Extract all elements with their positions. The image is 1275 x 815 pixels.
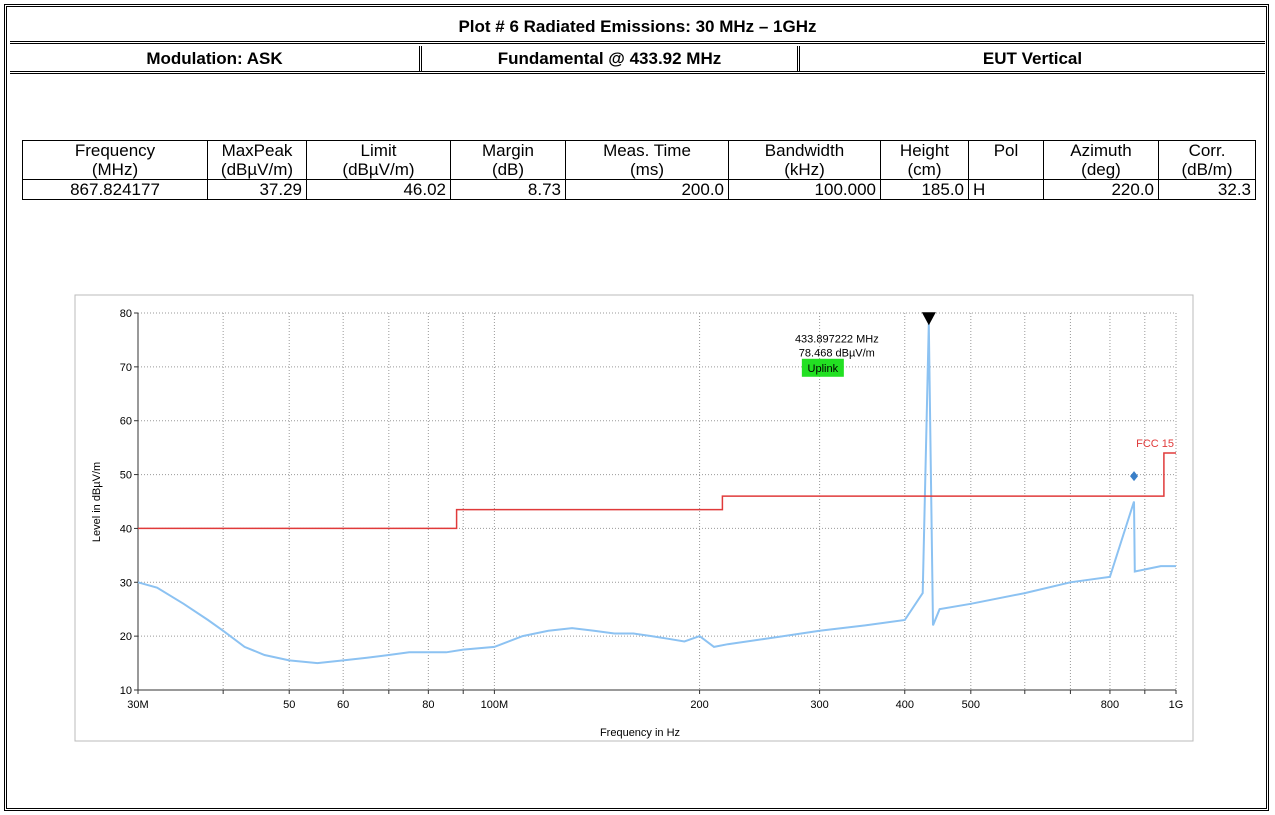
data-cell: 200.0 xyxy=(565,179,729,200)
data-cell: 8.73 xyxy=(450,179,566,200)
header-text: (MHz) xyxy=(91,160,139,179)
header-cell: Margin (dB) xyxy=(450,140,566,180)
data-cell: 185.0 xyxy=(880,179,969,200)
x-tick-label: 800 xyxy=(1101,699,1119,711)
plot-area xyxy=(138,313,1176,690)
x-tick-label: 60 xyxy=(337,699,349,711)
frame xyxy=(4,4,1269,811)
y-tick-label: 30 xyxy=(120,577,132,589)
title-row: Plot # 6 Radiated Emissions: 30 MHz – 1G… xyxy=(10,12,1265,44)
data-cell: 32.3 xyxy=(1158,179,1256,200)
y-axis-label: Level in dBµV/m xyxy=(91,462,103,542)
y-tick-label: 50 xyxy=(120,470,132,482)
header-text: Frequency xyxy=(74,141,156,160)
x-tick-label: 80 xyxy=(422,699,434,711)
header-text: Height xyxy=(899,141,950,160)
header-text: (cm) xyxy=(907,160,942,179)
y-tick-label: 40 xyxy=(120,523,132,535)
header-cell: Bandwidth (kHz) xyxy=(728,140,881,180)
header-text: (dBµV/m) xyxy=(342,160,415,179)
header-row: Frequency (MHz) MaxPeak (dBµV/m) Limit (dBµV/… xyxy=(22,140,1256,180)
header-cell: Corr. (dB/m) xyxy=(1158,140,1256,180)
x-tick-label: 400 xyxy=(896,699,914,711)
header-text: Margin xyxy=(482,141,534,160)
data-cell: 867.824177 xyxy=(22,179,208,200)
header-text: (dB) xyxy=(491,160,525,179)
point xyxy=(1130,471,1139,482)
header-text: (kHz) xyxy=(784,160,825,179)
header-text: Azimuth xyxy=(1070,141,1132,160)
data-row: 867.824177 37.29 46.02 8.73 200.0 100.000 185.… xyxy=(22,179,1256,200)
header-text: Limit xyxy=(360,141,397,160)
x-tick-label: 200 xyxy=(690,699,708,711)
header-text: Corr. xyxy=(1188,141,1226,160)
header-text: (dB/m) xyxy=(1181,160,1233,179)
header-text: (dBµV/m) xyxy=(220,160,294,179)
header-text: MaxPeak xyxy=(221,141,293,160)
x-tick-label: 100M xyxy=(481,699,509,711)
header-cell: Limit (dBµV/m) xyxy=(306,140,451,180)
x-axis-label: Frequency in Hz xyxy=(600,727,680,739)
header-text: Meas. Time xyxy=(603,141,691,160)
data-cell: 220.0 xyxy=(1043,179,1159,200)
data-cell: 37.29 xyxy=(207,179,307,200)
x-tick-label: 500 xyxy=(962,699,980,711)
data-cell: 46.02 xyxy=(306,179,451,200)
peak-marker xyxy=(921,312,936,326)
x-tick-label: 300 xyxy=(810,699,828,711)
legend-label: FCC 15 xyxy=(1136,438,1174,450)
title: Plot # 6 Radiated Emissions: 30 MHz – 1G… xyxy=(458,16,817,36)
header-text: Pol xyxy=(993,141,1019,160)
info-row: Modulation: ASK Fundamental @ 433.92 MHz… xyxy=(10,46,1265,74)
marker-label: 433.897222 MHz xyxy=(795,333,879,345)
badge-label: Uplink xyxy=(808,363,839,375)
header-cell: Azimuth (deg) xyxy=(1043,140,1159,180)
marker-label: 78.468 dBµV/m xyxy=(799,347,875,359)
info-cell: EUT Vertical xyxy=(982,48,1083,68)
badge-box xyxy=(801,358,844,377)
x-tick-label: 1G xyxy=(1169,699,1184,711)
header-cell: Pol xyxy=(968,140,1044,180)
y-tick-label: 70 xyxy=(120,362,132,374)
y-tick-label: 60 xyxy=(120,416,132,428)
header-text: (deg) xyxy=(1081,160,1121,179)
header-text: Bandwidth xyxy=(764,141,845,160)
y-tick-label: 20 xyxy=(120,631,132,643)
series-line xyxy=(137,323,1176,665)
y-tick-label: 80 xyxy=(120,308,132,320)
info-cell: Fundamental @ 433.92 MHz xyxy=(422,46,800,71)
info-cell: Modulation: ASK xyxy=(10,46,422,71)
y-tick-label: 10 xyxy=(120,685,132,697)
header-cell: Height (cm) xyxy=(880,140,969,180)
data-cell: 100.000 xyxy=(728,179,881,200)
x-tick-label: 50 xyxy=(283,699,295,711)
measurement-table: Frequency (MHz) MaxPeak (dBµV/m) Limit (dBµV/… xyxy=(22,140,1256,200)
x-tick-label: 30M xyxy=(127,699,148,711)
header-text: (ms) xyxy=(630,160,664,179)
data-cell: H xyxy=(968,179,1044,200)
series-line xyxy=(138,452,1176,530)
